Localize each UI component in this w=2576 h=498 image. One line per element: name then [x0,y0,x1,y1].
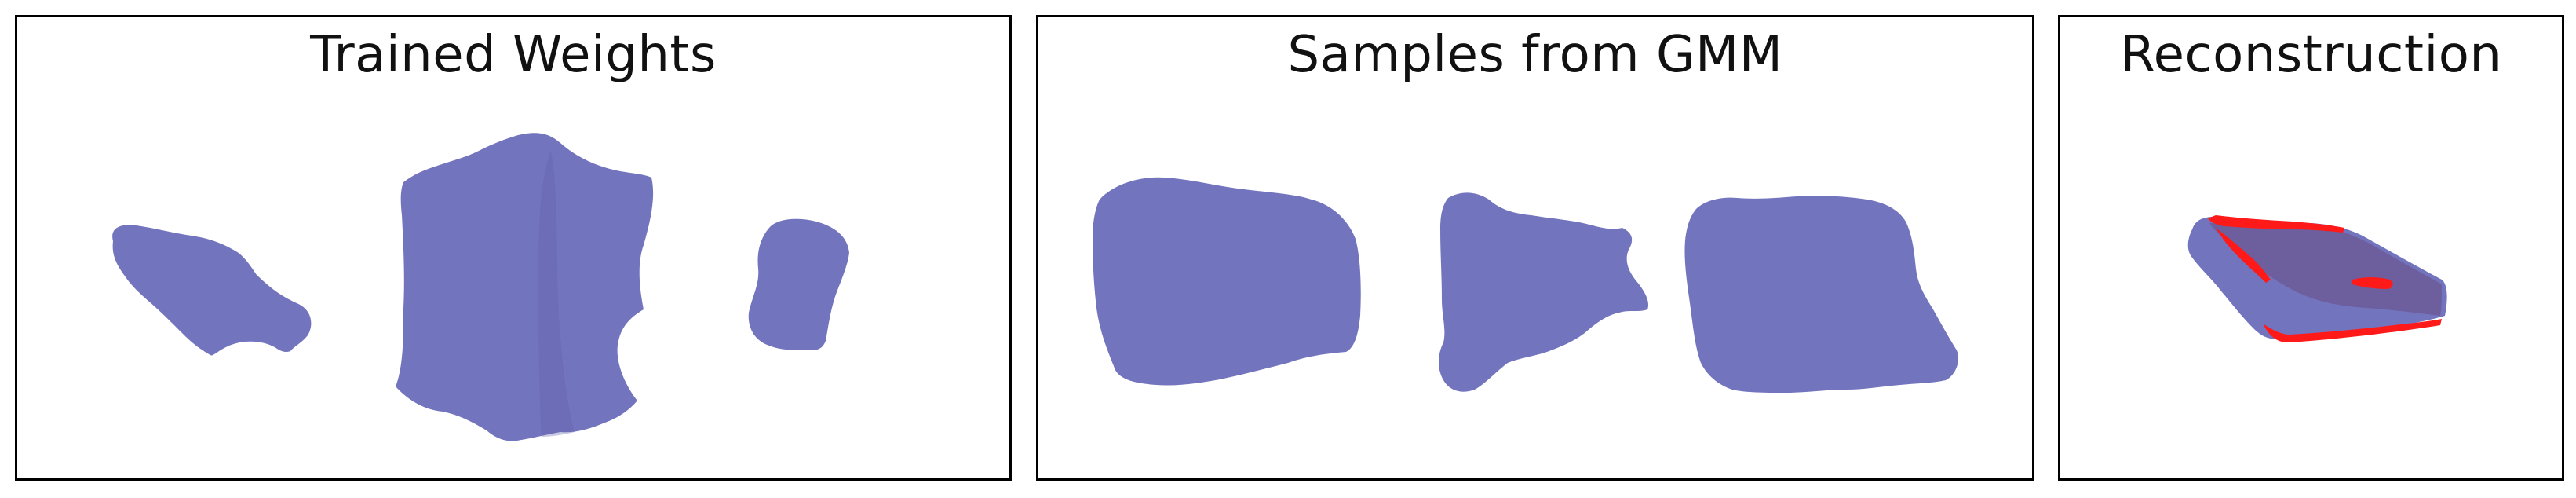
reconstructed-box [2209,223,2442,316]
panel-title: Trained Weights [310,26,717,84]
shapes-canvas [112,133,849,441]
panel-title: Samples from GMM [1287,26,1783,84]
blob-shape [748,218,849,350]
blob-shape [538,151,575,437]
shapes-canvas [1093,177,1959,393]
shapes-canvas [2187,215,2447,342]
highlight-edge [2216,228,2271,283]
panel-samples-from-gmm: Samples from GMM [1036,15,2034,481]
highlight-edge [2263,319,2442,342]
blob-shape [1093,177,1361,386]
blob-shape [112,225,312,356]
panel-trained-weights: Trained Weights [15,15,1012,481]
highlight-edge [2352,277,2393,289]
panel-title: Reconstruction [2120,26,2502,84]
blob-shape [1439,192,1649,392]
panel-reconstruction: Reconstruction [2058,15,2564,481]
blob-shape [396,133,654,441]
blob-shape [1684,196,1959,393]
highlight-edge [2208,215,2344,233]
